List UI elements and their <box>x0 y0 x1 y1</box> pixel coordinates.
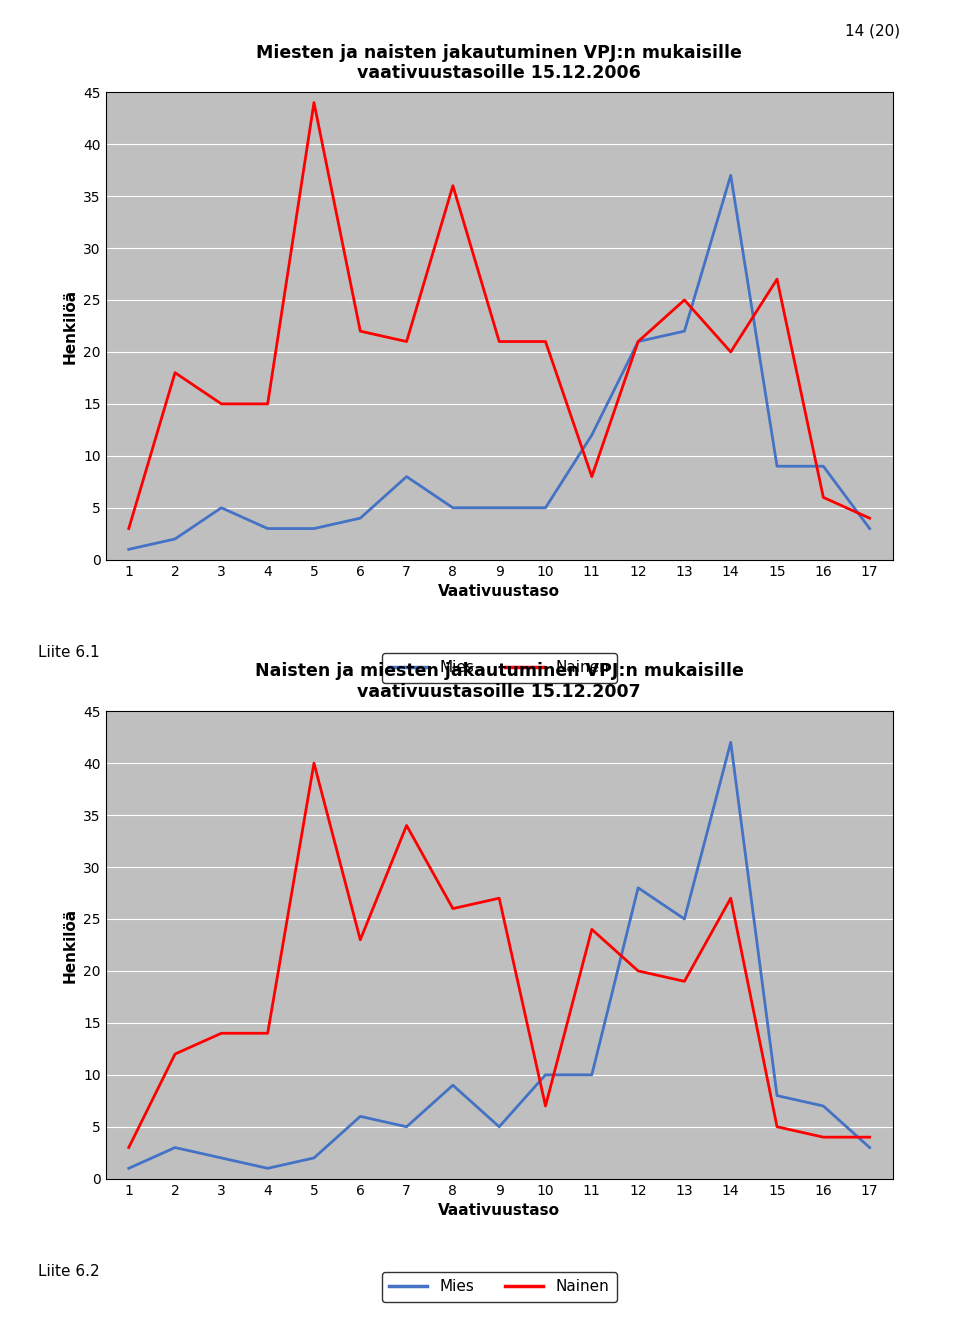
Legend: Mies, Nainen: Mies, Nainen <box>381 1272 617 1303</box>
X-axis label: Vaativuustaso: Vaativuustaso <box>438 1204 561 1218</box>
Y-axis label: Henkilöä: Henkilöä <box>62 288 78 363</box>
Text: 14 (20): 14 (20) <box>845 24 900 38</box>
Text: Liite 6.1: Liite 6.1 <box>38 645 100 660</box>
Y-axis label: Henkilöä: Henkilöä <box>62 907 78 982</box>
Title: Naisten ja miesten jakautuminen VPJ:n mukaisille
vaativuustasoille 15.12.2007: Naisten ja miesten jakautuminen VPJ:n mu… <box>254 662 744 701</box>
Legend: Mies, Nainen: Mies, Nainen <box>381 653 617 684</box>
X-axis label: Vaativuustaso: Vaativuustaso <box>438 585 561 599</box>
Title: Miesten ja naisten jakautuminen VPJ:n mukaisille
vaativuustasoille 15.12.2006: Miesten ja naisten jakautuminen VPJ:n mu… <box>256 43 742 82</box>
Text: Liite 6.2: Liite 6.2 <box>38 1264 100 1279</box>
